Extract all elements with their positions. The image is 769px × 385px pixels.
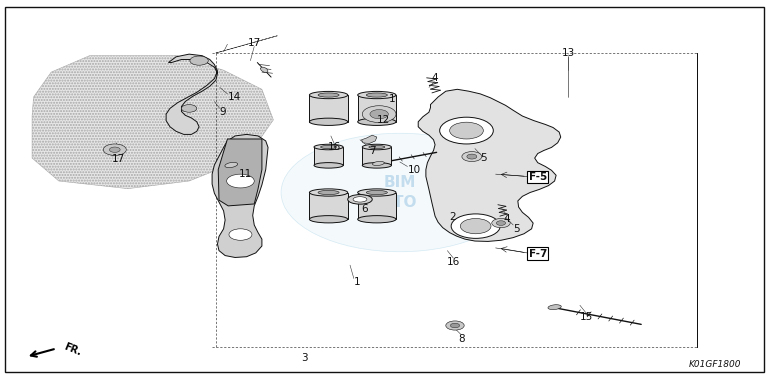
Text: 16: 16 xyxy=(328,142,341,152)
Text: OTO: OTO xyxy=(380,194,417,209)
Circle shape xyxy=(467,154,477,159)
Ellipse shape xyxy=(358,189,396,196)
Polygon shape xyxy=(361,135,377,144)
Circle shape xyxy=(461,219,491,234)
Ellipse shape xyxy=(348,194,372,204)
Ellipse shape xyxy=(369,146,384,149)
Ellipse shape xyxy=(314,144,343,150)
Ellipse shape xyxy=(362,144,391,150)
Text: 8: 8 xyxy=(458,333,464,343)
Ellipse shape xyxy=(353,197,367,202)
Ellipse shape xyxy=(261,67,268,72)
Polygon shape xyxy=(212,134,268,258)
Ellipse shape xyxy=(309,189,348,196)
Polygon shape xyxy=(218,139,262,206)
Circle shape xyxy=(362,106,396,122)
Text: 13: 13 xyxy=(562,48,575,58)
Text: FR.: FR. xyxy=(63,341,83,357)
Ellipse shape xyxy=(225,162,238,167)
Text: 17: 17 xyxy=(112,154,125,164)
Text: 6: 6 xyxy=(361,204,368,214)
Text: BIM: BIM xyxy=(384,176,416,191)
Ellipse shape xyxy=(548,305,561,310)
Polygon shape xyxy=(309,95,348,122)
Text: 4: 4 xyxy=(504,214,511,224)
Text: 1: 1 xyxy=(388,94,395,104)
Ellipse shape xyxy=(318,191,339,194)
Circle shape xyxy=(229,229,252,240)
Ellipse shape xyxy=(372,161,384,166)
Polygon shape xyxy=(314,147,343,166)
Text: 5: 5 xyxy=(481,153,487,163)
Ellipse shape xyxy=(309,91,348,99)
Ellipse shape xyxy=(318,93,339,97)
Polygon shape xyxy=(32,56,274,189)
Polygon shape xyxy=(309,192,348,219)
Polygon shape xyxy=(166,54,218,134)
Text: 3: 3 xyxy=(301,353,308,363)
Circle shape xyxy=(446,321,464,330)
Circle shape xyxy=(370,110,388,119)
Text: 7: 7 xyxy=(369,146,376,156)
Text: 10: 10 xyxy=(408,164,421,174)
Text: 12: 12 xyxy=(377,115,390,125)
Circle shape xyxy=(227,174,255,188)
Ellipse shape xyxy=(366,93,388,97)
Ellipse shape xyxy=(309,118,348,126)
Circle shape xyxy=(491,219,510,228)
Circle shape xyxy=(450,122,484,139)
Ellipse shape xyxy=(358,118,396,126)
Circle shape xyxy=(281,133,518,252)
Text: 5: 5 xyxy=(513,224,520,234)
Circle shape xyxy=(181,105,197,112)
Ellipse shape xyxy=(362,162,391,168)
Circle shape xyxy=(451,214,500,238)
Ellipse shape xyxy=(314,162,343,168)
Circle shape xyxy=(462,152,482,162)
Circle shape xyxy=(440,117,493,144)
Ellipse shape xyxy=(321,146,337,149)
Circle shape xyxy=(109,147,120,152)
Text: 17: 17 xyxy=(248,38,261,48)
Text: 9: 9 xyxy=(220,107,226,117)
Circle shape xyxy=(451,323,460,328)
Circle shape xyxy=(190,56,208,65)
Polygon shape xyxy=(362,147,391,166)
Polygon shape xyxy=(418,89,561,241)
Ellipse shape xyxy=(358,216,396,223)
Ellipse shape xyxy=(309,216,348,223)
Text: 14: 14 xyxy=(228,92,241,102)
Ellipse shape xyxy=(358,91,396,99)
Circle shape xyxy=(496,221,505,225)
Text: 11: 11 xyxy=(239,169,252,179)
Text: 15: 15 xyxy=(579,312,593,322)
Text: F-5: F-5 xyxy=(528,172,547,182)
Circle shape xyxy=(103,144,126,156)
Polygon shape xyxy=(358,95,396,122)
Text: F-7: F-7 xyxy=(528,249,547,259)
Text: 2: 2 xyxy=(450,213,456,223)
Text: 4: 4 xyxy=(431,73,438,83)
Text: 16: 16 xyxy=(447,257,460,267)
Text: 1: 1 xyxy=(354,277,361,287)
Polygon shape xyxy=(358,192,396,219)
Ellipse shape xyxy=(366,191,388,194)
Text: K01GF1800: K01GF1800 xyxy=(688,360,741,369)
